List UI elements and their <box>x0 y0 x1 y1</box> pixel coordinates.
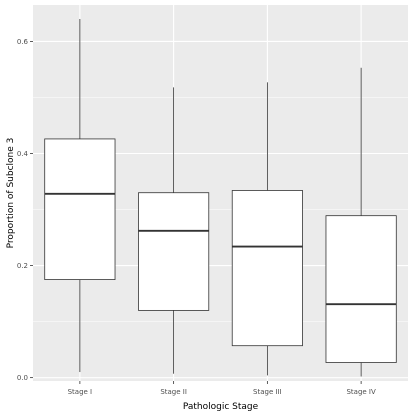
box-stage-ii <box>138 87 210 374</box>
box-stage-i <box>44 19 116 373</box>
x-tick-label: Stage II <box>160 388 187 396</box>
box-stage-iv <box>325 67 397 377</box>
y-tick-label: 0.6 <box>17 38 29 46</box>
box-iqr <box>325 215 397 363</box>
y-tick-label: 0.0 <box>17 374 28 382</box>
x-tick-label: Stage III <box>253 388 282 396</box>
x-axis: Stage I Stage II Stage III Stage IV <box>68 381 376 396</box>
y-axis: 0.0 0.2 0.4 0.6 <box>17 38 33 382</box>
y-axis-title: Proportion of Subclone 3 <box>6 138 16 249</box>
x-tick-label: Stage I <box>68 388 93 396</box>
box-stage-iii <box>231 82 303 376</box>
x-tick-label: Stage IV <box>346 388 376 396</box>
box-iqr <box>44 138 116 280</box>
box-iqr <box>231 190 303 347</box>
x-axis-title: Pathologic Stage <box>183 402 259 412</box>
y-tick-label: 0.2 <box>17 262 28 270</box>
y-tick-label: 0.4 <box>17 150 29 158</box>
boxes-layer <box>44 19 397 377</box>
box-iqr <box>138 192 210 311</box>
